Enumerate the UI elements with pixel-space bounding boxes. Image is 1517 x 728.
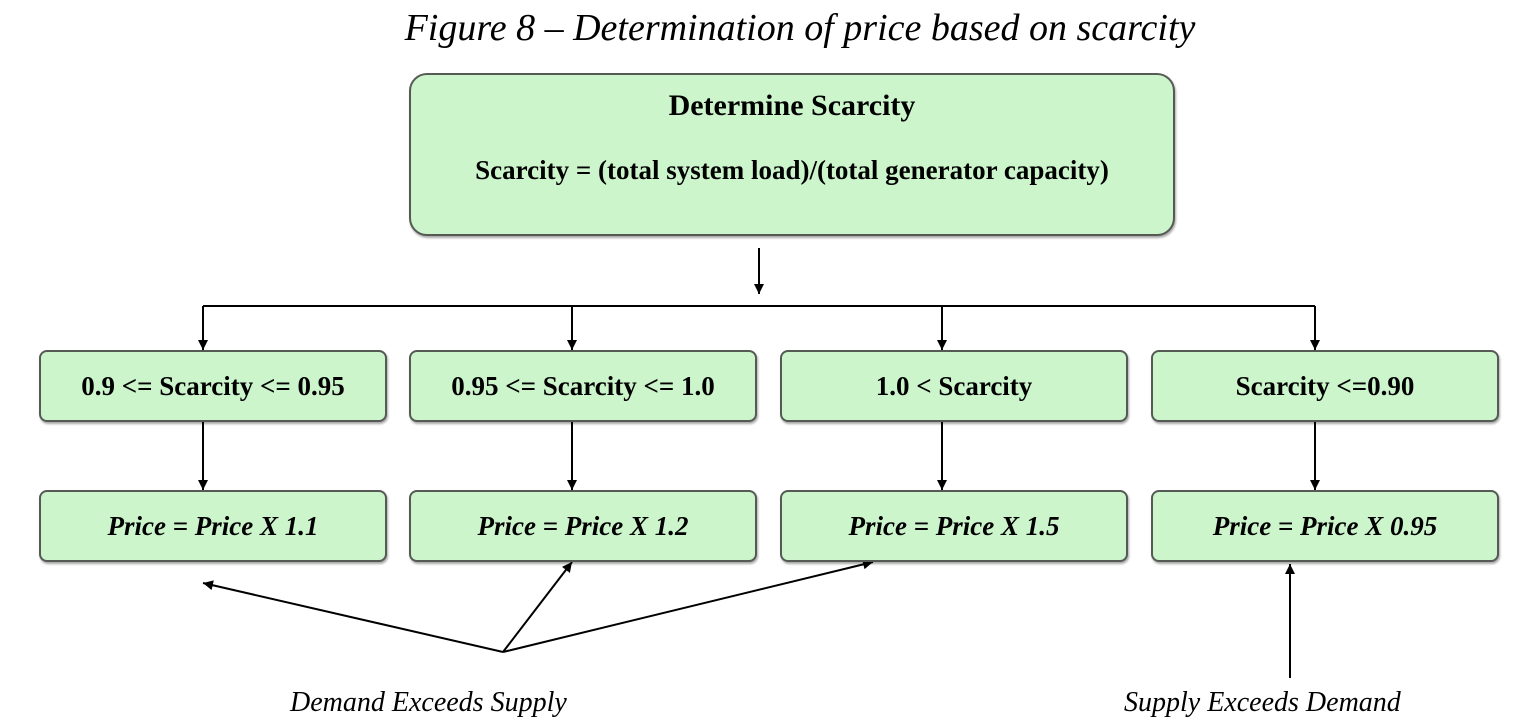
figure-title: Figure 8 – Determination of price based … <box>404 7 1196 49</box>
supply-exceeds-demand-label: Supply Exceeds Demand <box>1124 687 1401 718</box>
determine-scarcity-box: Determine Scarcity Scarcity = (total sys… <box>409 73 1175 236</box>
condition-box-1: 0.9 <= Scarcity <= 0.95 <box>39 350 387 422</box>
price-box-4: Price = Price X 0.95 <box>1151 490 1499 562</box>
condition-box-4: Scarcity <=0.90 <box>1151 350 1499 422</box>
demand-arrow-3 <box>502 559 874 653</box>
price-box-1: Price = Price X 1.1 <box>39 490 387 562</box>
demand-exceeds-supply-label: Demand Exceeds Supply <box>290 687 567 718</box>
price-box-3: Price = Price X 1.5 <box>780 490 1128 562</box>
condition-box-2: 0.95 <= Scarcity <= 1.0 <box>409 350 757 422</box>
price-box-2: Price = Price X 1.2 <box>409 490 757 562</box>
condition-box-3: 1.0 < Scarcity <box>780 350 1128 422</box>
demand-arrow-2 <box>502 561 573 653</box>
scarcity-formula: Scarcity = (total system load)/(total ge… <box>475 155 1109 185</box>
demand-arrow-1 <box>202 580 504 653</box>
determine-scarcity-title: Determine Scarcity <box>668 89 916 122</box>
